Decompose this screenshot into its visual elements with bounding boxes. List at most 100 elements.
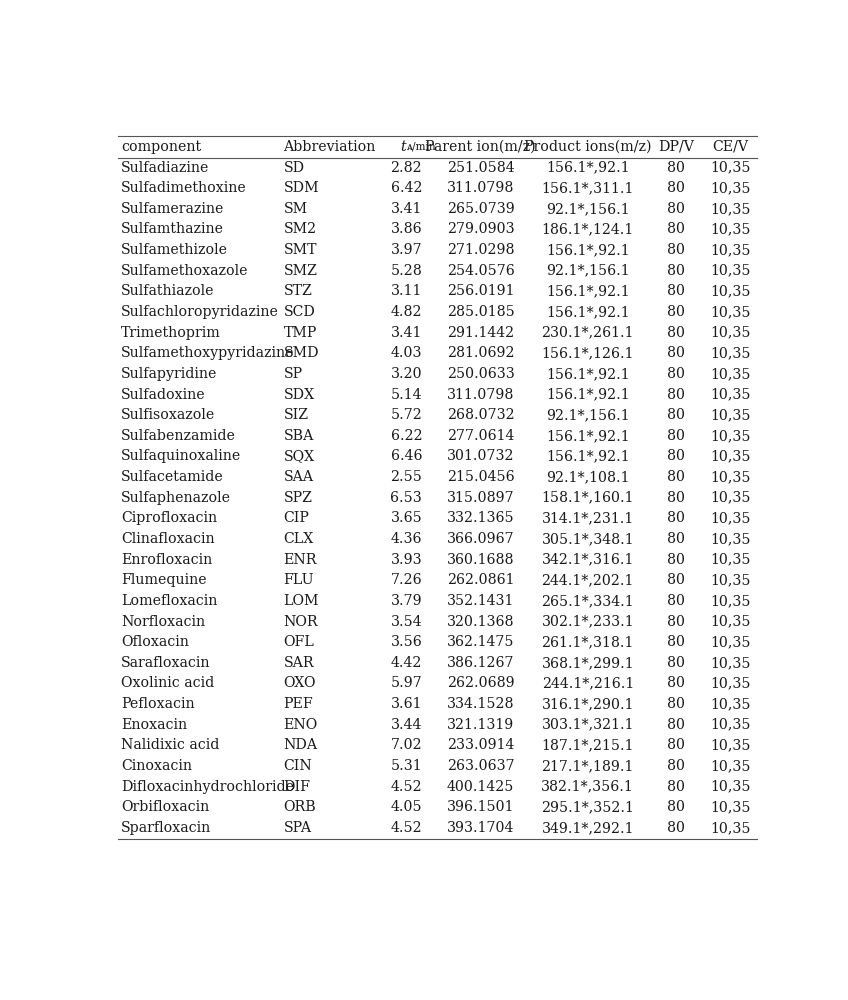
Text: 263.0637: 263.0637: [447, 759, 515, 773]
Text: 349.1*,292.1: 349.1*,292.1: [542, 821, 634, 835]
Text: Sulfadoxine: Sulfadoxine: [121, 388, 206, 402]
Text: Sulfachloropyridazine: Sulfachloropyridazine: [121, 305, 279, 319]
Text: 10,35: 10,35: [710, 222, 750, 236]
Text: 256.0191: 256.0191: [447, 284, 515, 298]
Text: SIZ: SIZ: [283, 408, 309, 422]
Text: Sulfadimethoxine: Sulfadimethoxine: [121, 181, 247, 195]
Text: 80: 80: [667, 222, 685, 236]
Text: 92.1*,156.1: 92.1*,156.1: [546, 408, 629, 422]
Text: Sulfamethizole: Sulfamethizole: [121, 243, 228, 257]
Text: 10,35: 10,35: [710, 780, 750, 794]
Text: SMZ: SMZ: [283, 264, 317, 278]
Text: 362.1475: 362.1475: [447, 635, 515, 649]
Text: 80: 80: [667, 202, 685, 216]
Text: Difloxacinhydrochloride: Difloxacinhydrochloride: [121, 780, 294, 794]
Text: 271.0298: 271.0298: [447, 243, 515, 257]
Text: 10,35: 10,35: [710, 264, 750, 278]
Text: 305.1*,348.1: 305.1*,348.1: [541, 532, 634, 546]
Text: 244.1*,202.1: 244.1*,202.1: [542, 573, 634, 587]
Text: SMT: SMT: [283, 243, 317, 257]
Text: 187.1*,215.1: 187.1*,215.1: [542, 738, 634, 752]
Text: SM2: SM2: [283, 222, 316, 236]
Text: 302.1*,233.1: 302.1*,233.1: [541, 615, 634, 629]
Text: 217.1*,189.1: 217.1*,189.1: [542, 759, 634, 773]
Text: 10,35: 10,35: [710, 553, 750, 567]
Text: Oxolinic acid: Oxolinic acid: [121, 676, 215, 690]
Text: Norfloxacin: Norfloxacin: [121, 615, 205, 629]
Text: 80: 80: [667, 243, 685, 257]
Text: 80: 80: [667, 161, 685, 175]
Text: CIN: CIN: [283, 759, 312, 773]
Text: 3.54: 3.54: [391, 615, 422, 629]
Text: 4.36: 4.36: [391, 532, 422, 546]
Text: DIF: DIF: [283, 780, 310, 794]
Text: 295.1*,352.1: 295.1*,352.1: [541, 800, 634, 814]
Text: 5.28: 5.28: [390, 264, 422, 278]
Text: 10,35: 10,35: [710, 718, 750, 732]
Text: SPZ: SPZ: [283, 491, 312, 505]
Text: Sulfamthazine: Sulfamthazine: [121, 222, 224, 236]
Text: t: t: [401, 140, 406, 154]
Text: 80: 80: [667, 821, 685, 835]
Text: 244.1*,216.1: 244.1*,216.1: [542, 676, 633, 690]
Text: SDM: SDM: [283, 181, 319, 195]
Text: SQX: SQX: [283, 449, 315, 463]
Text: 156.1*,126.1: 156.1*,126.1: [542, 346, 634, 360]
Text: Sparfloxacin: Sparfloxacin: [121, 821, 211, 835]
Text: 233.0914: 233.0914: [447, 738, 514, 752]
Text: 251.0584: 251.0584: [447, 161, 515, 175]
Text: 4.42: 4.42: [391, 656, 422, 670]
Text: 10,35: 10,35: [710, 388, 750, 402]
Text: 80: 80: [667, 305, 685, 319]
Text: 80: 80: [667, 449, 685, 463]
Text: 80: 80: [667, 615, 685, 629]
Text: 80: 80: [667, 532, 685, 546]
Text: SD: SD: [283, 161, 304, 175]
Text: NOR: NOR: [283, 615, 318, 629]
Text: 92.1*,156.1: 92.1*,156.1: [546, 202, 629, 216]
Text: 265.0739: 265.0739: [447, 202, 515, 216]
Text: component: component: [121, 140, 201, 154]
Text: ᴀ/min: ᴀ/min: [406, 142, 436, 152]
Text: 80: 80: [667, 511, 685, 525]
Text: 3.41: 3.41: [391, 202, 422, 216]
Text: 10,35: 10,35: [710, 697, 750, 711]
Text: 303.1*,321.1: 303.1*,321.1: [542, 718, 634, 732]
Text: Enrofloxacin: Enrofloxacin: [121, 553, 212, 567]
Text: 315.0897: 315.0897: [447, 491, 515, 505]
Text: 10,35: 10,35: [710, 243, 750, 257]
Text: 10,35: 10,35: [710, 346, 750, 360]
Text: SPA: SPA: [283, 821, 311, 835]
Text: CLX: CLX: [283, 532, 314, 546]
Text: 10,35: 10,35: [710, 594, 750, 608]
Text: 352.1431: 352.1431: [447, 594, 514, 608]
Text: 10,35: 10,35: [710, 821, 750, 835]
Text: 262.0689: 262.0689: [447, 676, 515, 690]
Text: 3.65: 3.65: [390, 511, 422, 525]
Text: 10,35: 10,35: [710, 800, 750, 814]
Text: ENO: ENO: [283, 718, 318, 732]
Text: 6.46: 6.46: [391, 449, 422, 463]
Text: Clinafloxacin: Clinafloxacin: [121, 532, 215, 546]
Text: 262.0861: 262.0861: [447, 573, 515, 587]
Text: 4.52: 4.52: [391, 780, 422, 794]
Text: Sulfabenzamide: Sulfabenzamide: [121, 429, 236, 443]
Text: 311.0798: 311.0798: [447, 388, 514, 402]
Text: Enoxacin: Enoxacin: [121, 718, 187, 732]
Text: 80: 80: [667, 326, 685, 340]
Text: 4.82: 4.82: [391, 305, 422, 319]
Text: 156.1*,92.1: 156.1*,92.1: [546, 284, 629, 298]
Text: Sulfisoxazole: Sulfisoxazole: [121, 408, 215, 422]
Text: 10,35: 10,35: [710, 491, 750, 505]
Text: 10,35: 10,35: [710, 429, 750, 443]
Text: 80: 80: [667, 408, 685, 422]
Text: 156.1*,92.1: 156.1*,92.1: [546, 449, 629, 463]
Text: NDA: NDA: [283, 738, 317, 752]
Text: 10,35: 10,35: [710, 181, 750, 195]
Text: 80: 80: [667, 635, 685, 649]
Text: 10,35: 10,35: [710, 573, 750, 587]
Text: 5.72: 5.72: [390, 408, 422, 422]
Text: 80: 80: [667, 429, 685, 443]
Text: 80: 80: [667, 470, 685, 484]
Text: 158.1*,160.1: 158.1*,160.1: [542, 491, 634, 505]
